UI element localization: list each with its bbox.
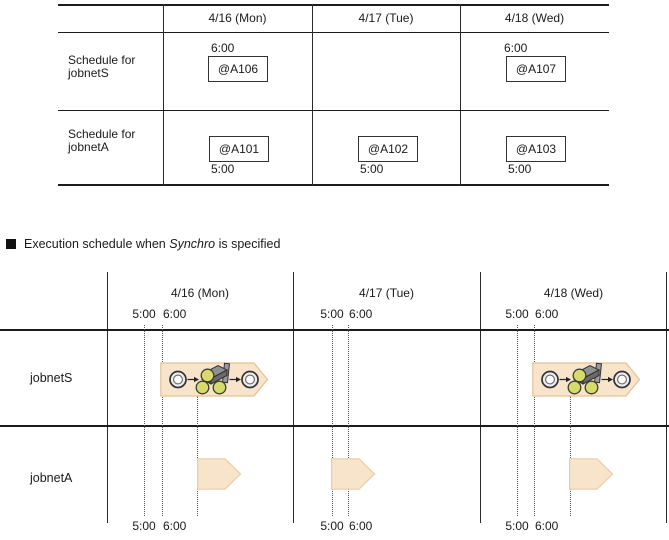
jobneta-execution-bar — [569, 458, 614, 490]
chart-row-label: jobnetS — [30, 371, 73, 385]
table-column-divider — [163, 4, 164, 186]
jobnets-execution-bar — [160, 362, 269, 397]
jobneta-execution-bar — [197, 458, 242, 490]
time-tick-label: 6:00 — [349, 307, 373, 321]
table-row-label: Schedule for jobnetS — [68, 53, 136, 80]
dotted-time-line-5 — [517, 325, 518, 516]
schedule-rule-box: @A102 — [358, 136, 418, 162]
time-tick-label: 5:00 — [505, 519, 529, 533]
jobnets-execution-bar — [532, 362, 641, 397]
table-col-header: 4/16 (Mon) — [208, 11, 267, 25]
schedule-rule-box: @A103 — [506, 136, 566, 162]
flow-arrow-icon — [559, 376, 571, 383]
start-icon — [541, 370, 559, 389]
flow-arrow-icon — [187, 376, 199, 383]
schedule-time: 5:00 — [508, 162, 532, 176]
schedule-rule-box: @A107 — [506, 56, 566, 82]
dotted-start-line — [197, 396, 198, 516]
dotted-time-line-6 — [534, 325, 535, 516]
start-icon — [169, 370, 187, 389]
chart-column-line — [480, 272, 481, 523]
chart-row-label: jobnetA — [30, 471, 73, 485]
table-column-divider — [312, 4, 313, 186]
black-square-icon — [6, 239, 16, 249]
dotted-time-line-6 — [348, 325, 349, 516]
table-col-header: 4/18 (Wed) — [504, 11, 565, 25]
time-tick-label: 6:00 — [535, 519, 559, 533]
time-tick-label: 5:00 — [505, 307, 529, 321]
schedule-time: 5:00 — [211, 162, 235, 176]
chart-col-title: 4/17 (Tue) — [359, 286, 414, 300]
schedule-time: 6:00 — [211, 41, 235, 55]
table-row-separator — [58, 110, 609, 111]
section-heading-text: Execution schedule when Synchro is speci… — [24, 237, 280, 251]
table-row-label: Schedule for jobnetA — [68, 127, 136, 154]
time-tick-label: 5:00 — [320, 307, 344, 321]
heading-emphasis: Synchro — [169, 237, 216, 251]
heading-prefix: Execution schedule when — [24, 237, 170, 251]
dotted-time-line-5 — [144, 325, 145, 516]
time-tick-label: 5:00 — [320, 519, 344, 533]
end-icon — [241, 370, 259, 389]
table-bottom-border — [58, 184, 609, 186]
table-col-header: 4/17 (Tue) — [358, 11, 414, 25]
dotted-start-line — [570, 396, 571, 516]
table-column-divider — [460, 4, 461, 186]
jobnet-icon — [195, 362, 231, 395]
chart-column-line — [293, 272, 294, 523]
schedule-rule-box: @A106 — [208, 56, 268, 82]
chart-row-line — [0, 329, 669, 331]
dotted-time-line-6 — [162, 325, 163, 516]
table-top-border — [58, 4, 609, 6]
chart-col-title: 4/18 (Wed) — [543, 286, 604, 300]
jobnet-icon — [567, 362, 603, 395]
chart-column-line — [107, 272, 108, 523]
jobneta-execution-bar — [331, 458, 376, 490]
chart-col-title: 4/16 (Mon) — [170, 286, 230, 300]
time-tick-label: 6:00 — [163, 519, 187, 533]
schedule-time: 6:00 — [504, 41, 528, 55]
section-heading: Execution schedule when Synchro is speci… — [6, 237, 280, 251]
end-icon — [613, 370, 631, 389]
heading-suffix: is specified — [215, 237, 281, 251]
chart-column-line — [666, 272, 667, 523]
table-header-separator — [58, 32, 609, 33]
time-tick-label: 5:00 — [132, 519, 156, 533]
flow-arrow-icon — [229, 376, 241, 383]
time-tick-label: 5:00 — [132, 307, 156, 321]
flow-arrow-icon — [601, 376, 613, 383]
time-tick-label: 6:00 — [163, 307, 187, 321]
time-tick-label: 6:00 — [349, 519, 373, 533]
time-tick-label: 6:00 — [535, 307, 559, 321]
dotted-time-line-5 — [332, 325, 333, 516]
schedule-time: 5:00 — [360, 162, 384, 176]
chart-row-line — [0, 425, 669, 427]
schedule-rule-box: @A101 — [209, 136, 269, 162]
